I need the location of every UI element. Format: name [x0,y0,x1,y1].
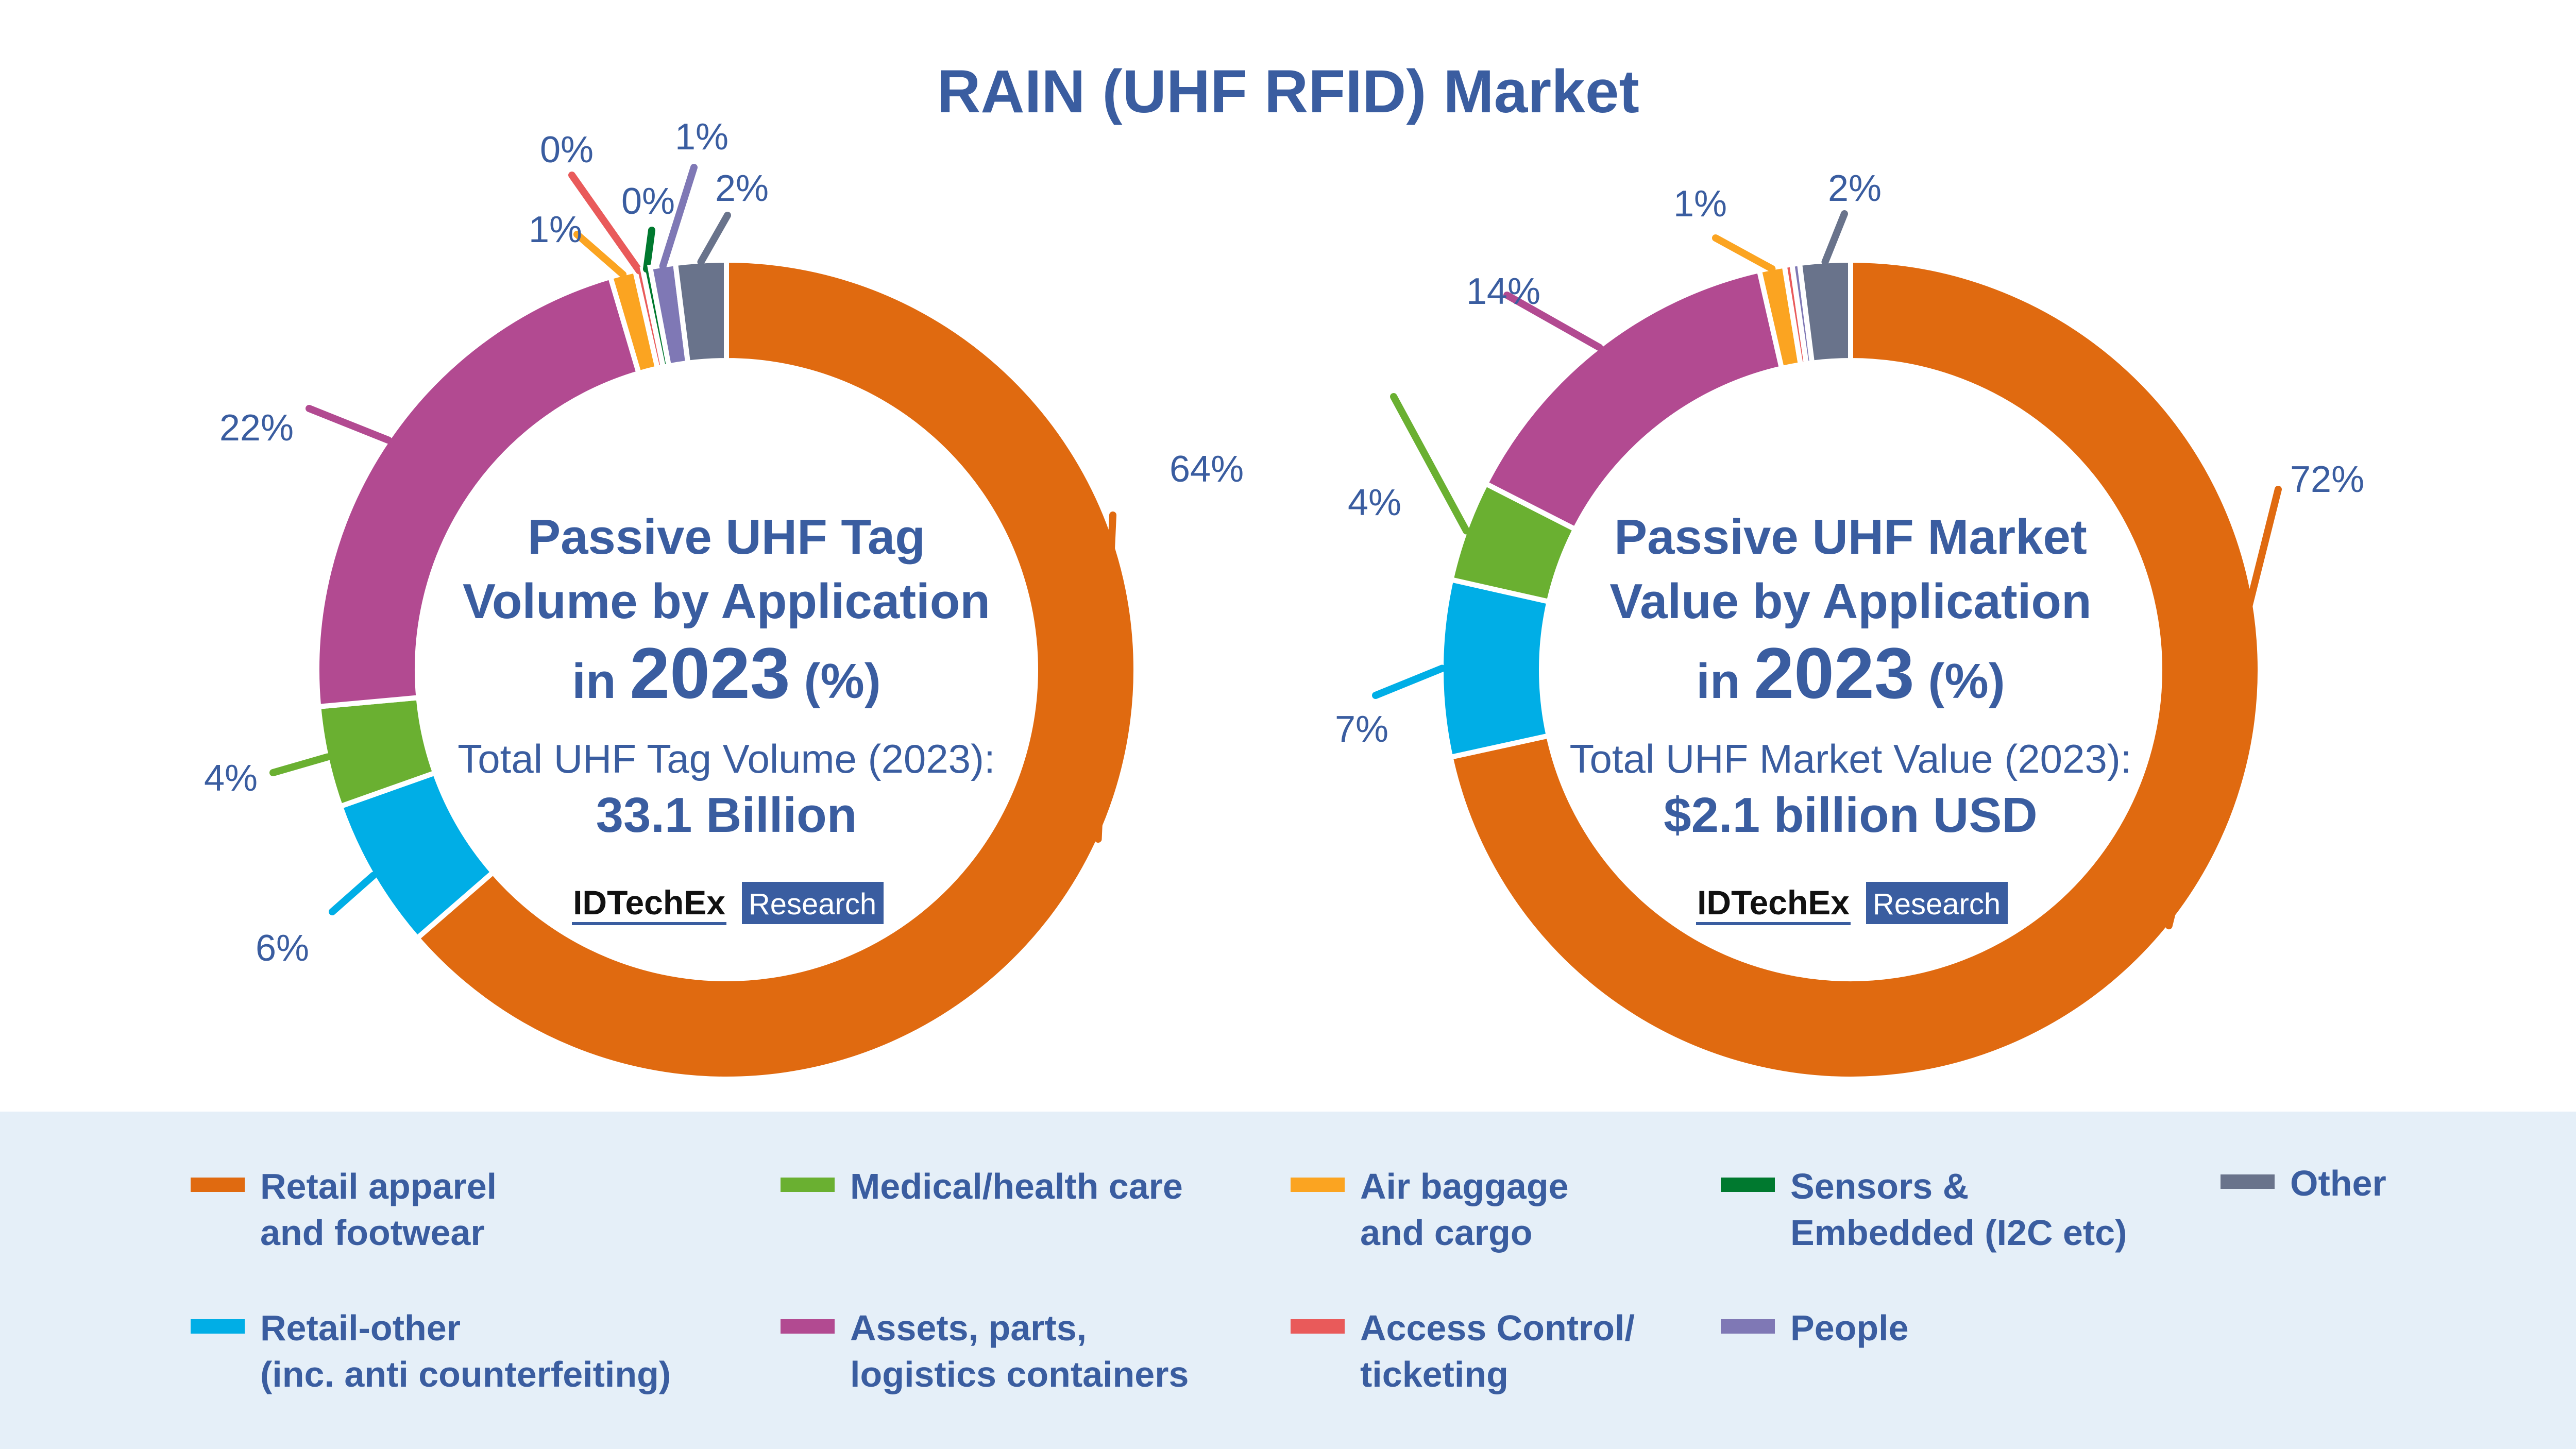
donut-slice-retail-other [1438,576,1552,760]
legend-label: Retail-other (inc. anti counterfeiting) [260,1308,671,1394]
center-title-line-2: Volume by Application [463,574,990,629]
leader-line-access-control [568,172,643,275]
legend-swatch [1721,1319,1775,1334]
legend-swatch [191,1319,245,1334]
legend-swatch [1721,1178,1775,1192]
leader-line-other [697,212,731,266]
leader-line-retail-other [329,872,377,915]
leader-line-other [1821,210,1848,266]
legend-swatch [1291,1319,1345,1334]
leader-line-air-baggage [573,231,627,278]
data-label-people: 1% [675,116,728,158]
leader-line-medical [269,753,331,776]
legend-label: Sensors & Embedded (I2C etc) [1790,1166,2127,1253]
legend-item-air-baggage: Air baggage and cargo [1291,1163,1569,1256]
legend-swatch [781,1178,835,1192]
logo-tag: Research [1873,888,2001,921]
legend-item-retail-apparel: Retail apparel and footwear [191,1163,497,1256]
leader-line-medical [1390,393,1470,535]
center-title-line-1: Passive UHF Tag [528,509,925,565]
total-value: 33.1 Billion [596,788,857,843]
data-label-retail-apparel: 64% [1170,449,1244,490]
legend-swatch [2221,1174,2275,1189]
legend-label: Assets, parts, logistics containers [850,1308,1189,1394]
leader-line-sensors [642,227,655,273]
data-label-retail-other: 7% [1335,709,1388,750]
legend-label: Retail apparel and footwear [260,1166,497,1253]
legend-item-access-control: Access Control/ ticketing [1291,1305,1635,1397]
data-label-air-baggage: 1% [529,209,582,250]
leader-line-retail-other [1372,664,1446,699]
leader-line-assets [1503,292,1603,351]
logo-tag: Research [749,888,876,921]
data-label-medical: 4% [1348,482,1401,523]
data-label-air-baggage: 1% [1673,183,1727,225]
data-label-retail-apparel: 72% [2290,459,2364,500]
data-label-assets: 22% [219,407,294,449]
legend-item-assets: Assets, parts, logistics containers [781,1305,1189,1397]
data-label-other: 2% [1828,168,1882,209]
center-title-line-2: Value by Application [1609,574,2091,629]
logo-tag-box [742,882,884,924]
data-label-retail-other: 6% [256,928,309,969]
logo-name: IDTechEx [573,883,725,922]
legend-item-sensors: Sensors & Embedded (I2C etc) [1721,1163,2127,1256]
data-label-assets: 14% [1466,271,1540,312]
logo-name: IDTechEx [1697,883,1850,922]
center-title-in: in [1696,654,1754,709]
leader-line-retail-apparel [1094,512,1116,843]
center-title-year: 2023 [630,633,790,713]
legend-swatch [781,1319,835,1334]
donut-chart-value: 72% 7% 4% 14% 1% 2% Passive UHF Market Value by… [1335,168,2364,1082]
logo-tag-box [1866,882,2008,924]
data-label-access-control: 0% [540,129,594,171]
total-value: $2.1 billion USD [1664,788,2037,843]
logo-underline [572,922,726,925]
logo-underline [1696,922,1851,925]
data-label-other: 2% [715,168,769,209]
center-title-year-line: in 2023 (%) [1696,633,2005,713]
idtechex-logo: IDTechEx Research [1696,882,2008,925]
center-title-year: 2023 [1754,633,1914,713]
donut-slice-other [1797,257,1853,366]
legend-label: Access Control/ ticketing [1360,1308,1635,1394]
donut-slice-retail-apparel [1447,257,2263,1082]
legend [0,1112,2576,1449]
legend-swatch [1291,1178,1345,1192]
legend-label: Other [2290,1163,2386,1203]
donut-slice-other [672,257,729,366]
center-title-in: in [572,654,630,709]
center-title-line-1: Passive UHF Market [1614,509,2087,565]
center-title-unit: (%) [1914,654,2005,709]
idtechex-logo: IDTechEx Research [572,882,884,925]
leader-line-air-baggage [1712,234,1776,272]
legend-label: Air baggage and cargo [1360,1166,1569,1253]
legend-item-people: People [1721,1305,1909,1351]
leader-line-assets [306,405,392,444]
legend-label: People [1790,1308,1909,1348]
legend-swatch [191,1178,245,1192]
center-title-year-line: in 2023 (%) [572,633,880,713]
donut-slice-assets [314,274,642,710]
legend-item-medical: Medical/health care [781,1163,1183,1209]
data-label-sensors: 0% [621,181,675,222]
leader-line-retail-apparel [2165,486,2282,930]
total-label: Total UHF Market Value (2023): [1570,736,2132,781]
data-label-medical: 4% [204,758,258,799]
legend-item-other: Other [2221,1160,2386,1206]
center-title-unit: (%) [790,654,881,709]
legend-label: Medical/health care [850,1166,1183,1206]
legend-item-retail-other: Retail-other (inc. anti counterfeiting) [191,1305,671,1397]
main-title: RAIN (UHF RFID) Market [937,58,1639,126]
donut-chart-volume: 64%6%4%22%1%0%0%1%2%Passive UHF TagVolum… [204,116,1244,1082]
leader-line-people [659,164,698,270]
total-label: Total UHF Tag Volume (2023): [457,736,995,781]
